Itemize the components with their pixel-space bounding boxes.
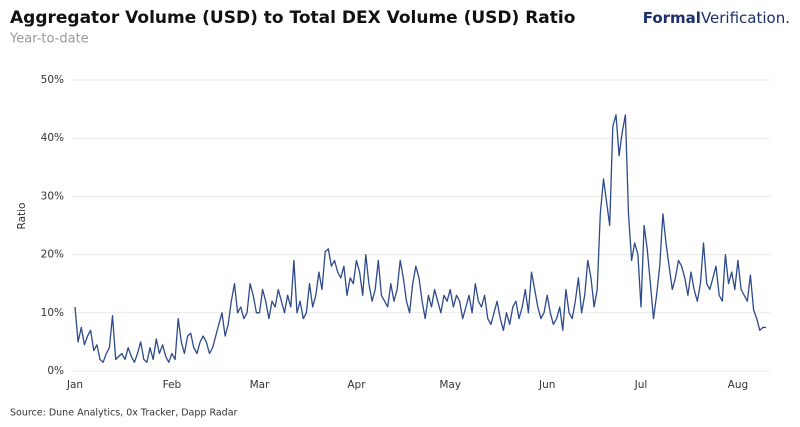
brand-rest: Verification. [701,9,790,27]
y-tick-label: 30% [41,190,64,202]
data-line [74,114,767,363]
x-tick-label: Apr [347,379,366,391]
y-tick-label: 40% [41,132,64,144]
brand-bold: Formal [643,9,701,27]
y-tick-label: 0% [47,365,64,377]
x-tick-label: Jun [538,379,555,391]
y-axis-label: Ratio [16,203,28,230]
chart-subtitle: Year-to-date [9,32,89,47]
x-tick-label: Mar [250,379,270,391]
x-tick-label: May [439,379,461,391]
source: Source: Dune Analytics, 0x Tracker, Dapp… [10,408,238,419]
y-tick-label: 50% [41,74,64,86]
x-tick-label: Feb [163,379,182,391]
chart-title: Aggregator Volume (USD) to Total DEX Vol… [10,8,575,28]
y-tick-label: 20% [41,249,64,261]
y-tick-label: 10% [41,307,64,319]
brand: FormalVerification. [643,9,790,27]
x-tick-label: Jul [634,379,648,391]
x-tick-label: Aug [728,379,749,391]
x-tick-label: Jan [66,379,83,391]
